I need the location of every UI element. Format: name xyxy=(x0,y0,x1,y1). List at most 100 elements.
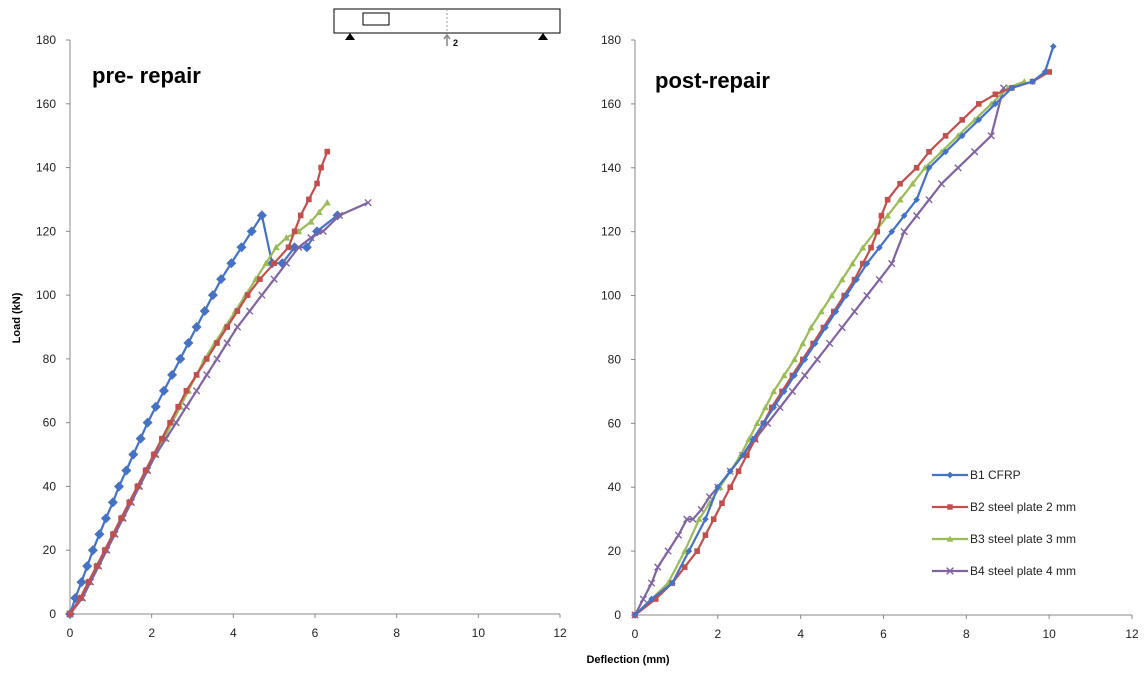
data-point xyxy=(975,116,983,124)
data-point xyxy=(257,276,263,282)
data-point xyxy=(244,292,251,298)
data-point xyxy=(664,547,672,555)
data-point xyxy=(807,324,815,331)
series-line xyxy=(634,46,1055,616)
data-point xyxy=(937,180,946,188)
data-point xyxy=(739,451,746,459)
data-point xyxy=(801,356,809,363)
y-tick-label: 180 xyxy=(601,33,621,47)
data-point xyxy=(992,91,999,98)
chart-title: pre- repair xyxy=(92,63,201,88)
data-point xyxy=(875,275,884,284)
data-point xyxy=(714,483,722,491)
series-b4 xyxy=(66,198,372,618)
data-point xyxy=(801,371,809,380)
data-point xyxy=(236,242,247,253)
chart-post-repair: 0 20 40 60 80 100 120 140 160 180 0 2 4 6 8 10 12 post-… xyxy=(601,33,1139,641)
legend: B1 CFRP B2 steel plate 2 mm B3 steel plate… xyxy=(932,468,1076,578)
y-tick-label: 40 xyxy=(608,480,622,494)
y-tick-label: 60 xyxy=(43,416,57,430)
data-point xyxy=(1008,84,1016,92)
data-point xyxy=(307,234,315,242)
data-point xyxy=(925,164,933,172)
data-point xyxy=(142,417,153,428)
data-point xyxy=(838,323,846,332)
data-point xyxy=(647,579,656,587)
data-point xyxy=(681,547,689,554)
data-point xyxy=(970,148,979,156)
data-point xyxy=(770,404,778,411)
data-point xyxy=(884,212,892,219)
data-point xyxy=(301,242,312,253)
x-tick-label: 0 xyxy=(632,627,639,641)
data-point xyxy=(668,579,676,587)
data-point xyxy=(954,164,962,172)
data-point xyxy=(76,577,87,588)
data-point xyxy=(888,259,896,268)
x-tick-label: 8 xyxy=(963,627,970,641)
x-tick-label: 6 xyxy=(880,627,887,641)
data-point xyxy=(689,515,697,523)
data-point xyxy=(297,212,304,219)
data-point xyxy=(710,516,717,522)
data-point xyxy=(271,260,277,267)
legend-item-b2: B2 steel plate 2 mm xyxy=(932,500,1076,514)
data-point xyxy=(884,196,891,203)
y-tick-labels: 0 20 40 60 80 100 120 140 160 180 xyxy=(36,33,70,621)
data-point xyxy=(897,180,903,187)
series-line xyxy=(69,201,369,615)
data-point xyxy=(745,435,753,443)
data-point xyxy=(946,535,954,542)
data-point xyxy=(674,531,683,539)
data-point xyxy=(685,547,693,555)
y-tick-label: 20 xyxy=(608,544,622,558)
data-point xyxy=(183,387,190,394)
data-point xyxy=(1046,69,1052,75)
data-point xyxy=(319,227,327,236)
data-point xyxy=(93,563,100,569)
data-point xyxy=(681,564,688,570)
chart-pre-repair: 0 20 40 60 80 100 120 140 160 180 0 2 4 6 8 10 12 pre- … xyxy=(36,33,567,640)
data-point xyxy=(912,211,921,220)
data-point xyxy=(959,117,965,123)
data-point xyxy=(799,340,807,347)
data-point xyxy=(158,385,169,396)
data-point xyxy=(683,515,691,523)
data-point xyxy=(992,100,999,108)
data-point xyxy=(110,531,116,538)
beam-sketch: 2 xyxy=(333,8,561,48)
data-point xyxy=(925,196,933,204)
data-point xyxy=(245,307,254,315)
data-point xyxy=(216,274,227,285)
data-point xyxy=(203,356,210,362)
data-point xyxy=(850,307,859,316)
data-point xyxy=(1050,43,1057,50)
data-point xyxy=(735,468,742,475)
series-layer xyxy=(631,43,1057,619)
legend-item-b4: B4 steel plate 4 mm xyxy=(932,564,1076,578)
x-tick-label: 12 xyxy=(553,626,567,640)
data-point xyxy=(652,596,659,602)
x-tick-label: 12 xyxy=(1125,627,1139,641)
data-point xyxy=(207,290,218,301)
y-tick-label: 80 xyxy=(43,352,57,366)
x-tick-label: 8 xyxy=(393,626,400,640)
data-point xyxy=(791,356,798,363)
data-point xyxy=(258,291,266,299)
y-tick-label: 160 xyxy=(601,97,621,111)
data-point xyxy=(791,372,798,379)
data-point xyxy=(191,322,202,332)
data-point xyxy=(107,497,118,508)
data-point xyxy=(182,403,191,411)
data-point xyxy=(942,133,949,139)
data-point xyxy=(315,208,323,216)
data-point xyxy=(863,260,871,267)
series-b1 xyxy=(631,43,1057,619)
data-point xyxy=(282,259,291,267)
x-tick-label: 10 xyxy=(1042,627,1056,641)
data-point xyxy=(213,355,221,363)
data-point xyxy=(150,451,157,458)
data-point xyxy=(744,452,750,459)
series-b1 xyxy=(65,210,343,619)
data-point xyxy=(900,212,908,219)
